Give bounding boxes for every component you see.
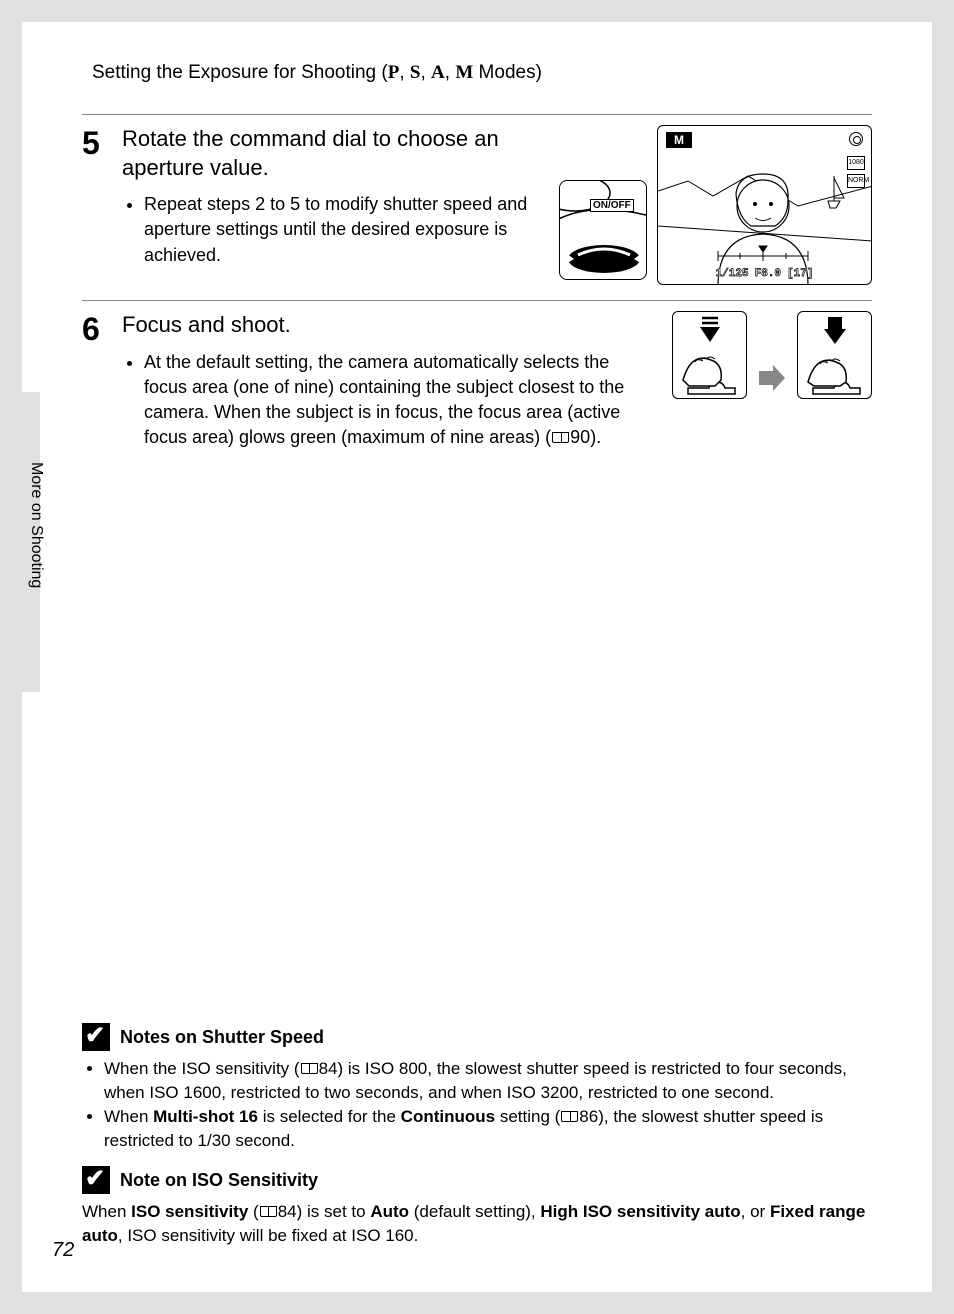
note-shutter-speed: Notes on Shutter Speed When the ISO sens… [82,1023,872,1152]
step-title: Rotate the command dial to choose an ape… [122,125,544,182]
figure-half-press [672,311,747,399]
divider [82,114,872,115]
book-ref-icon [260,1206,277,1217]
res-icon: 1080 [847,156,865,170]
page-number: 72 [52,1239,74,1262]
book-ref-icon [552,432,569,443]
figure-lcd-screen: M 1080 NORM 1/125 F8.0 [17] [657,125,872,285]
mode-p: P [388,62,400,83]
figure-full-press [797,311,872,399]
note-bullet: When Multi-shot 16 is selected for the C… [104,1105,872,1153]
step-title: Focus and shoot. [122,311,657,340]
caution-icon [82,1023,110,1051]
mode-m: M [455,62,473,83]
header-suffix: Modes) [473,62,542,83]
step-bullet: At the default setting, the camera autom… [144,350,657,451]
step-5: 5 Rotate the command dial to choose an a… [82,125,872,285]
step-bullet: Repeat steps 2 to 5 to modify shutter sp… [144,192,544,268]
lcd-aperture-value: F8.0 [755,268,781,280]
note-title: Note on ISO Sensitivity [120,1170,318,1191]
book-ref-icon [301,1063,318,1074]
note-iso-sensitivity: Note on ISO Sensitivity When ISO sensiti… [82,1166,872,1248]
lcd-remaining: [17] [787,268,813,280]
section-tab: More on Shooting [27,462,45,588]
mode-s: S [410,62,421,83]
step-number: 5 [82,125,122,285]
chapter-header: Setting the Exposure for Shooting (P, S,… [92,62,872,84]
quality-icon: NORM [847,174,865,188]
figure-command-dial: ON/OFF [559,180,647,280]
note-body: When ISO sensitivity (84) is set to Auto… [82,1200,872,1248]
manual-page: Setting the Exposure for Shooting (P, S,… [22,22,932,1292]
step-6: 6 Focus and shoot. At the default settin… [82,311,872,454]
caution-icon [82,1166,110,1194]
note-title: Notes on Shutter Speed [120,1027,324,1048]
note-bullet: When the ISO sensitivity (84) is ISO 800… [104,1057,872,1105]
lcd-mode-badge: M [666,132,692,148]
book-ref-icon [561,1111,578,1122]
af-target-icon [849,132,863,146]
header-prefix: Setting the Exposure for Shooting ( [92,62,388,83]
arrow-right-icon [757,363,787,402]
onoff-label: ON/OFF [590,199,634,212]
mode-a: A [431,62,445,83]
divider [82,300,872,301]
lcd-shutter-value: 1/125 [716,268,749,280]
step-number: 6 [82,311,122,454]
